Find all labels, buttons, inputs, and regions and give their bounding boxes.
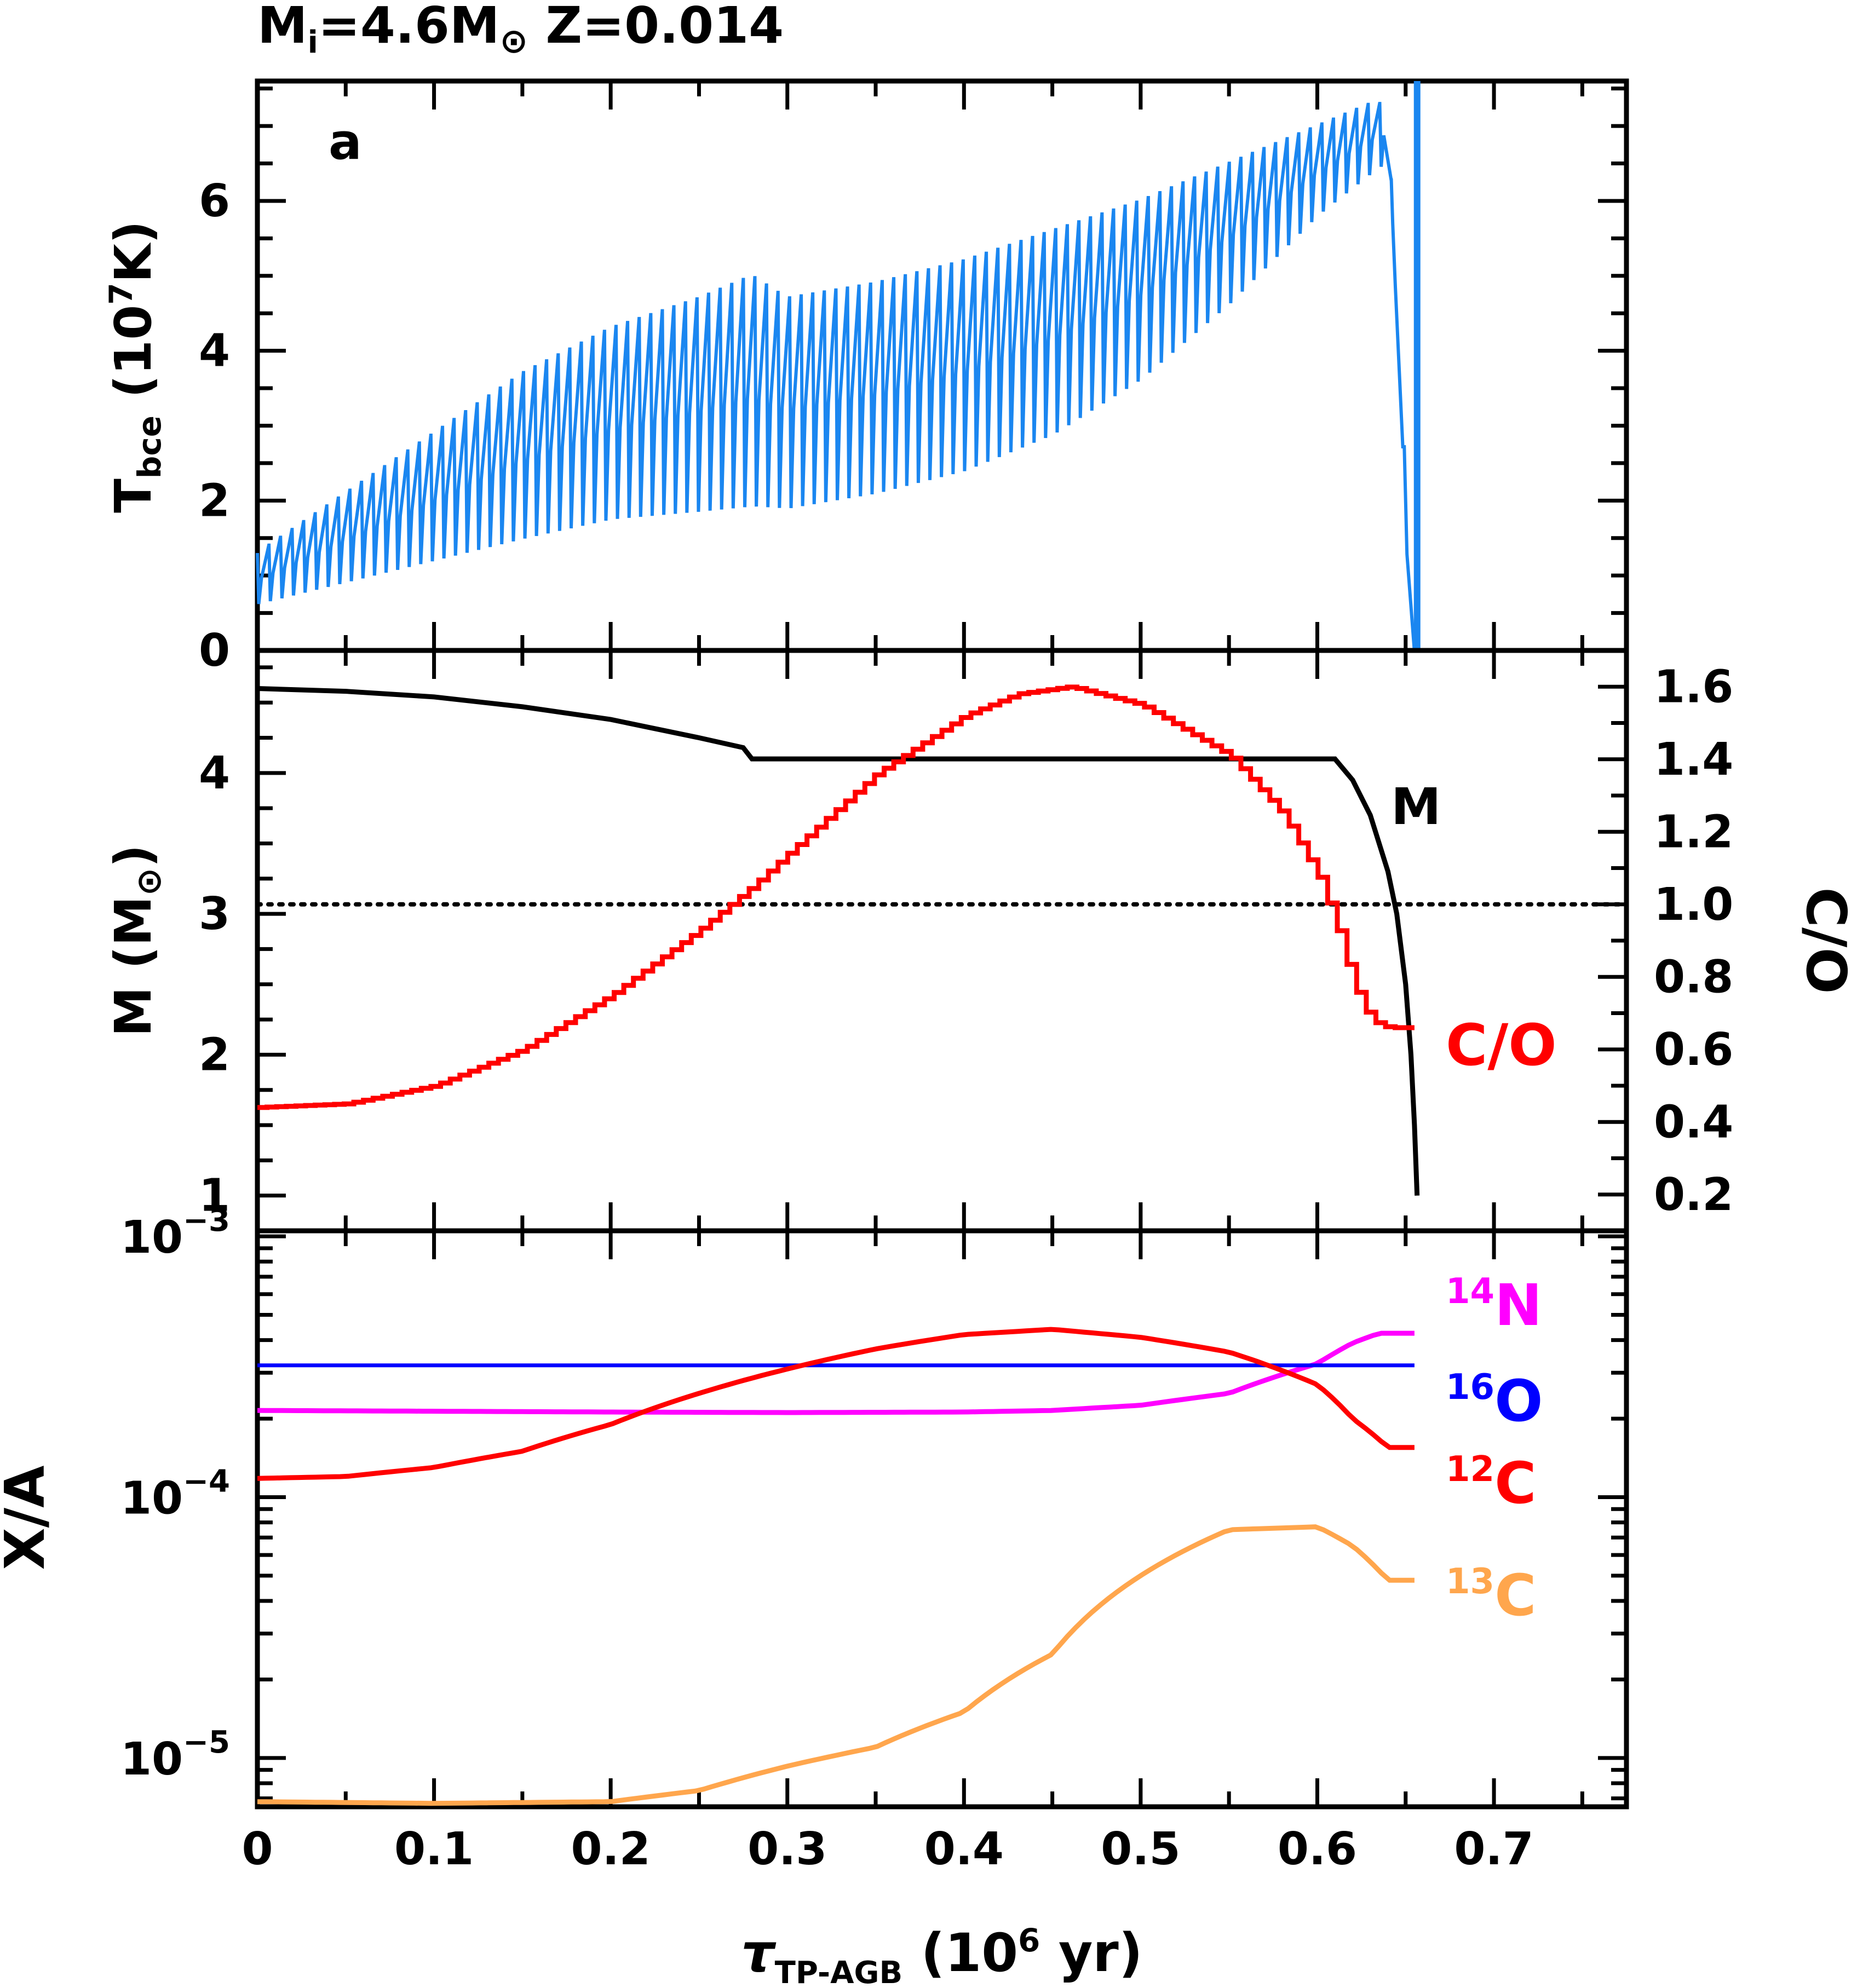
y-tick-label: 0 — [199, 625, 230, 677]
x-tick-label: 0.6 — [1278, 1823, 1357, 1875]
series-n14-label: 14N — [1446, 1271, 1542, 1339]
panel-mass-co-ylabel: M (M⊙) — [104, 844, 169, 1036]
y-tick-label: 2 — [199, 475, 230, 527]
x-axis-tick-labels: 0 0.1 0.2 0.3 0.4 0.5 0.6 0.7 — [242, 1823, 1533, 1875]
panel-mass-co-ticks — [255, 650, 1626, 1231]
panel-mass-co-right-ytick-labels: 0.2 0.4 0.6 0.8 1.0 1.2 1.4 1.6 — [1654, 661, 1733, 1221]
panel-a-ytick-labels: 0 2 4 6 — [199, 175, 230, 677]
x-tick-label: 0.2 — [571, 1823, 651, 1875]
x-axis-label: τTP-AGB (106 yr) — [741, 1922, 1142, 1988]
series-tbce-line — [256, 102, 1416, 651]
panel-abundances: 10−510−410−3 0 0.1 0.2 0.3 0.4 0.5 0.6 0.7 14N … — [0, 1203, 1629, 1988]
series-c12-line — [257, 1327, 1415, 1481]
panel-a-ticks — [255, 81, 1626, 653]
y-tick-label: 1 — [199, 1170, 230, 1222]
series-c12-label: 12C — [1446, 1449, 1536, 1517]
y-tick-label: 10−4 — [120, 1463, 230, 1524]
x-tick-label: 0.7 — [1454, 1823, 1533, 1875]
y-tick-label-right: 1.2 — [1654, 806, 1733, 858]
x-tick-label: 0.3 — [748, 1823, 827, 1875]
y-tick-label: 4 — [199, 325, 230, 377]
y-tick-label: 10−3 — [120, 1203, 230, 1264]
y-tick-label: 2 — [199, 1029, 230, 1081]
series-co-line — [257, 684, 1415, 1110]
series-n14-line — [257, 1330, 1415, 1415]
sun-symbol-icon: ⊙ — [499, 21, 528, 61]
x-tick-label: 0.1 — [394, 1823, 474, 1875]
series-c13-line — [257, 1524, 1415, 1806]
x-tick-label: 0 — [242, 1823, 273, 1875]
y-tick-label: 10−5 — [120, 1725, 230, 1785]
panel-a-label: a — [329, 113, 362, 171]
series-o16-label: 16O — [1446, 1367, 1543, 1434]
figure-title: Mi=4.6M⊙ Z=0.014 — [257, 0, 784, 61]
panel-abundances-ticks — [255, 1231, 1626, 1807]
panel-a: a 0 2 4 6 Tbce (107K) — [102, 78, 1629, 677]
series-mass-label: M — [1391, 777, 1441, 836]
panel-mass-co-ylabel-right: C/O — [1794, 888, 1857, 994]
y-tick-label: 6 — [199, 175, 230, 227]
y-tick-label-right: 1.6 — [1654, 661, 1733, 713]
y-tick-label: 3 — [199, 888, 230, 940]
panel-abundances-frame — [255, 1228, 1629, 1810]
y-tick-label-right: 0.6 — [1654, 1024, 1733, 1076]
y-tick-label-right: 0.2 — [1654, 1169, 1733, 1221]
panel-mass-co-ytick-labels: 1 2 3 4 — [199, 747, 230, 1222]
x-tick-label: 0.4 — [924, 1823, 1004, 1875]
panel-abundances-ylabel: X/A — [0, 1465, 57, 1570]
series-c13-label: 13C — [1446, 1561, 1536, 1629]
x-tick-label: 0.5 — [1101, 1823, 1180, 1875]
panel-a-ylabel: Tbce (107K) — [102, 221, 168, 513]
panel-mass-co: 1 2 3 4 0.2 0.4 0.6 0.8 1.0 1.2 1.4 1.6 M C/O M (M… — [104, 648, 1857, 1234]
y-tick-label: 4 — [199, 747, 230, 799]
panel-abundances-ytick-labels: 10−5 10−4 10−3 — [120, 1203, 230, 1785]
y-tick-label-right: 0.4 — [1654, 1096, 1733, 1148]
y-tick-label-right: 1.4 — [1654, 734, 1733, 786]
sun-symbol-icon: ⊙ — [129, 867, 169, 896]
y-tick-label-right: 1.0 — [1654, 879, 1733, 931]
series-co-label: C/O — [1446, 1012, 1557, 1079]
y-tick-label-right: 0.8 — [1654, 951, 1733, 1003]
